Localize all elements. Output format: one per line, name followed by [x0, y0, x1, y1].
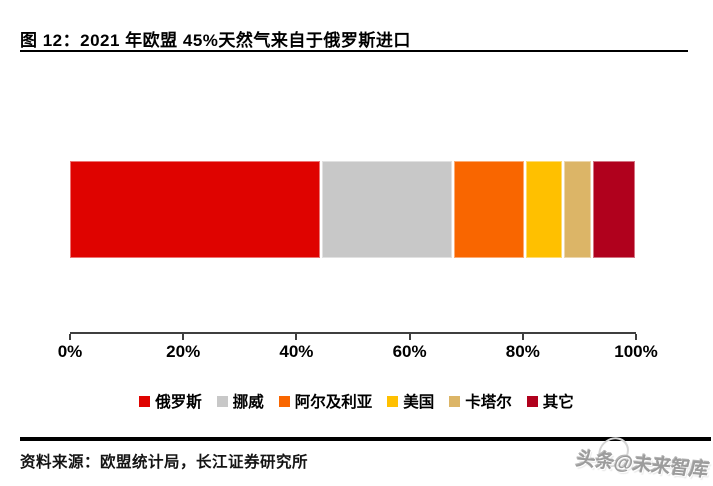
source-note: 资料来源：欧盟统计局，长江证券研究所 — [20, 454, 309, 471]
x-axis-tick-label: 20% — [166, 342, 201, 361]
footer-divider — [20, 437, 711, 441]
legend-swatch-icon — [526, 395, 538, 407]
legend-swatch-icon — [387, 395, 399, 407]
bar-segment-2 — [321, 161, 453, 258]
legend-item-1: 俄罗斯 — [139, 390, 202, 412]
legend-label: 其它 — [542, 394, 574, 411]
bar-segment-6 — [593, 161, 635, 258]
legend-item-4: 美国 — [387, 390, 434, 412]
legend-swatch-icon — [278, 395, 290, 407]
legend-item-3: 阿尔及利亚 — [278, 390, 373, 412]
bar-segment-1 — [70, 161, 320, 258]
legend-label: 美国 — [403, 394, 435, 411]
legend-label: 卡塔尔 — [465, 394, 512, 411]
bar-segment-4 — [525, 161, 562, 258]
x-axis-tick — [295, 334, 298, 340]
figure-title: 图 12：2021 年欧盟 45%天然气来自于俄罗斯进口 — [20, 31, 411, 50]
x-axis-tick — [521, 334, 524, 340]
title-underline — [20, 50, 688, 52]
x-axis — [69, 332, 637, 342]
watermark: 头条@未来智库 — [572, 436, 713, 486]
x-axis-tick — [182, 334, 185, 340]
legend-label: 挪威 — [232, 394, 264, 411]
x-axis-tick-label: 100% — [614, 342, 658, 361]
x-axis-tick-label: 60% — [392, 342, 427, 361]
stacked-bar — [70, 161, 635, 258]
bar-segment-3 — [454, 161, 524, 258]
legend-item-5: 卡塔尔 — [449, 390, 512, 412]
x-axis-labels: 0% 20% 40% 60% 80% 100% — [58, 342, 658, 364]
x-axis-tick — [635, 334, 637, 340]
legend-label: 俄罗斯 — [155, 394, 202, 411]
watermark-text: 头条@未来智库 — [573, 449, 711, 482]
legend-swatch-icon — [216, 395, 228, 407]
x-axis-tick-label: 0% — [57, 342, 83, 361]
x-axis-tick — [69, 334, 71, 340]
x-axis-tick-label: 80% — [505, 342, 540, 361]
chart-plot-area — [70, 161, 635, 258]
legend-swatch-icon — [139, 395, 151, 407]
x-axis-tick — [408, 334, 411, 340]
chart-legend: 俄罗斯 挪威 阿尔及利亚 美国 卡塔尔 其它 — [0, 390, 713, 412]
bar-segment-5 — [563, 161, 592, 258]
x-axis-tick-label: 40% — [279, 342, 314, 361]
legend-item-2: 挪威 — [216, 390, 264, 412]
legend-item-6: 其它 — [526, 390, 574, 412]
legend-label: 阿尔及利亚 — [294, 394, 373, 411]
legend-swatch-icon — [449, 395, 461, 407]
